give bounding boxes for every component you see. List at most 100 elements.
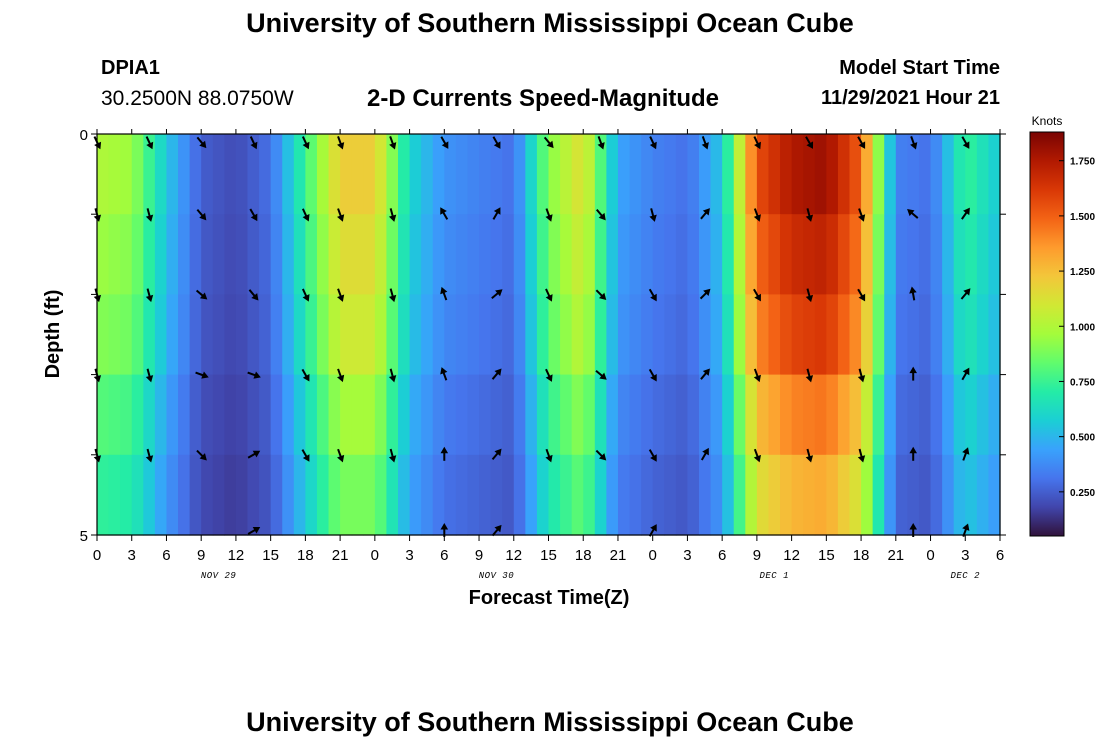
heatmap-cell bbox=[803, 294, 816, 376]
heatmap-cell bbox=[270, 374, 283, 456]
heatmap-cell bbox=[513, 134, 526, 215]
heatmap-cell bbox=[270, 294, 283, 376]
heatmap-cell bbox=[953, 214, 966, 295]
heatmap-cell bbox=[953, 294, 966, 376]
current-arrow bbox=[595, 369, 607, 380]
heatmap-cell bbox=[699, 454, 712, 536]
heatmap-cell bbox=[189, 374, 202, 456]
heatmap-cell bbox=[814, 134, 827, 215]
current-arrow bbox=[545, 288, 553, 302]
heatmap-cell bbox=[398, 374, 411, 456]
heatmap-cell bbox=[571, 214, 584, 295]
heatmap-cell bbox=[386, 134, 399, 215]
current-arrow bbox=[805, 136, 814, 149]
heatmap-cell bbox=[490, 134, 503, 215]
heatmap-cell bbox=[131, 214, 144, 295]
y-axis-label: Depth (ft) bbox=[42, 290, 64, 379]
current-arrow bbox=[595, 289, 607, 301]
heatmap-cell bbox=[617, 454, 631, 536]
heatmap-cell bbox=[791, 214, 804, 295]
heatmap-cell bbox=[976, 374, 990, 456]
heatmap-cell bbox=[316, 134, 330, 215]
x-tick-label: 6 bbox=[718, 547, 726, 564]
heatmap-cell bbox=[594, 214, 607, 295]
heatmap-cell bbox=[687, 214, 700, 295]
heatmap-cell bbox=[421, 374, 434, 456]
current-arrow bbox=[247, 526, 261, 535]
current-arrow bbox=[196, 136, 207, 149]
heatmap-cell bbox=[988, 374, 1001, 456]
heatmap-cell bbox=[664, 374, 677, 456]
colorbar-tick-label: 1.750 bbox=[1070, 157, 1095, 168]
heatmap-cell bbox=[560, 374, 573, 456]
current-arrow bbox=[145, 448, 154, 463]
heatmap-cell bbox=[363, 214, 376, 295]
heatmap-cell bbox=[247, 294, 260, 376]
heatmap-cell bbox=[930, 134, 943, 215]
heatmap-cell bbox=[108, 454, 121, 536]
x-tick-label: 9 bbox=[197, 547, 205, 564]
current-arrow bbox=[700, 208, 710, 220]
heatmap-cell bbox=[479, 294, 492, 376]
heatmap-cell bbox=[467, 214, 480, 295]
heatmap-cell bbox=[120, 214, 133, 295]
heatmap-cell bbox=[664, 214, 677, 295]
heatmap-cell bbox=[745, 214, 758, 295]
heatmap-cell bbox=[548, 214, 561, 295]
current-arrow bbox=[699, 288, 711, 300]
heatmap-cell bbox=[617, 214, 631, 295]
heatmap-cell bbox=[316, 214, 330, 295]
heatmap-cell bbox=[351, 214, 364, 295]
heatmap-cell bbox=[884, 294, 897, 376]
current-arrow bbox=[301, 368, 310, 382]
heatmap-cell bbox=[166, 374, 179, 456]
heatmap-cell bbox=[733, 454, 746, 536]
heatmap-cell bbox=[606, 374, 619, 456]
heatmap-cell bbox=[108, 374, 121, 456]
x-tick-label: 0 bbox=[649, 547, 657, 564]
heatmap-cell bbox=[328, 214, 341, 295]
heatmap-cell bbox=[814, 214, 827, 295]
heatmap-cell bbox=[374, 214, 388, 295]
heatmap-cell bbox=[421, 214, 434, 295]
current-arrow bbox=[492, 207, 501, 220]
heatmap-cell bbox=[768, 214, 781, 295]
heatmap-cell bbox=[872, 134, 885, 215]
heatmap-cell bbox=[490, 214, 503, 295]
heatmap-cell bbox=[374, 294, 388, 376]
heatmap-cell bbox=[212, 134, 225, 215]
x-tick-label: 21 bbox=[332, 547, 349, 564]
heatmap-cell bbox=[930, 214, 943, 295]
heatmap-cell bbox=[606, 454, 619, 536]
heatmap-cell bbox=[513, 294, 526, 376]
heatmap-cell bbox=[259, 214, 272, 295]
heatmap-cell bbox=[907, 134, 920, 215]
heatmap-cell bbox=[97, 374, 110, 456]
heatmap-cell bbox=[664, 294, 677, 376]
current-arrow bbox=[301, 449, 310, 462]
current-arrow bbox=[388, 208, 397, 222]
heatmap-cell bbox=[965, 214, 978, 295]
heatmap-cell bbox=[409, 134, 422, 215]
current-arrow bbox=[753, 208, 761, 222]
heatmap-cell bbox=[479, 374, 492, 456]
heatmap-cell bbox=[120, 134, 133, 215]
heatmap-cell bbox=[178, 294, 191, 376]
heatmap-cell bbox=[351, 134, 364, 215]
heatmap-cell bbox=[259, 134, 272, 215]
heatmap-cell bbox=[675, 374, 689, 456]
heatmap-cell bbox=[884, 214, 897, 295]
heatmap-cell bbox=[525, 134, 538, 215]
heatmap-cell bbox=[884, 374, 897, 456]
x-tick-label: 0 bbox=[93, 547, 101, 564]
current-arrow bbox=[910, 136, 918, 150]
heatmap-cell bbox=[270, 214, 283, 295]
heatmap-cell bbox=[444, 454, 457, 536]
current-arrow bbox=[805, 208, 814, 222]
current-arrow bbox=[301, 288, 310, 302]
current-arrow bbox=[491, 368, 502, 380]
heatmap-cell bbox=[571, 134, 584, 215]
heatmap-cell bbox=[965, 134, 978, 215]
heatmap-cell bbox=[351, 294, 364, 376]
heatmap-cell bbox=[942, 134, 955, 215]
